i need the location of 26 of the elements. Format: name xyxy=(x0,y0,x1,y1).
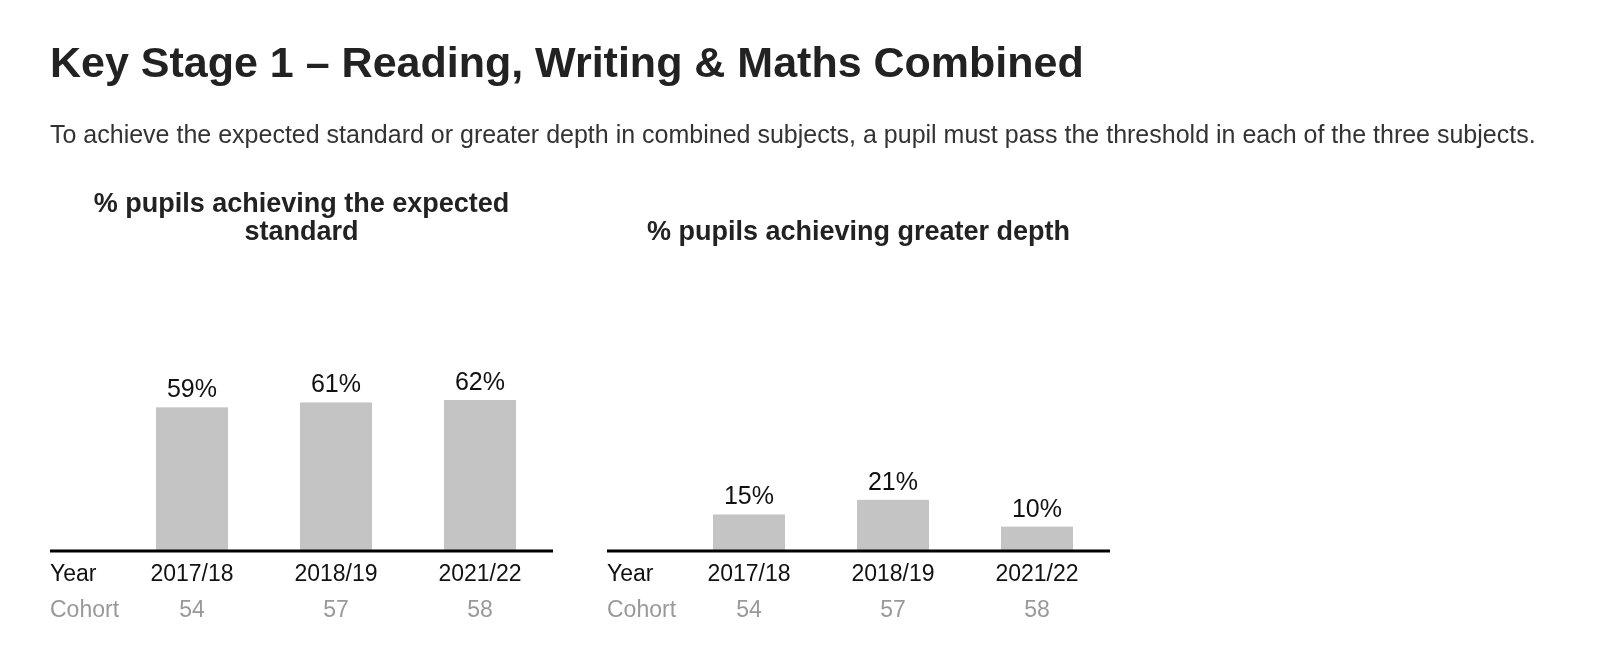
x-axis-title: Year xyxy=(50,560,97,586)
data-label: 21% xyxy=(867,466,919,495)
x-tick-label: 2021/22 xyxy=(438,560,522,586)
data-label: 61% xyxy=(310,369,362,398)
x-tick-label: 2018/19 xyxy=(851,560,935,586)
x-axis-title: Year xyxy=(607,560,654,586)
text: 58 xyxy=(1024,596,1050,622)
text: 58 xyxy=(467,596,493,622)
x-tick-label: 2018/19 xyxy=(294,560,378,586)
text: Cohort xyxy=(50,596,120,622)
chart-title: % pupils achieving greater depth xyxy=(646,216,1071,246)
x-tick-label: 2021/22 xyxy=(995,560,1079,586)
data-label: 10% xyxy=(1011,493,1063,522)
chart-title: % pupils achieving the expected standard xyxy=(93,188,510,246)
text: 57 xyxy=(880,596,906,622)
text: 54 xyxy=(736,596,762,622)
x-tick-label: 2017/18 xyxy=(150,560,234,586)
text: 57 xyxy=(323,596,349,622)
text: To achieve the expected standard or greater depth in combined subjects, a pupil must pass the threshold in each of the three subjects. xyxy=(50,120,1536,148)
data-label: 15% xyxy=(723,481,775,510)
data-label: 62% xyxy=(454,367,506,395)
text: Key Stage 1 – Reading, Writing & Maths Combined xyxy=(50,38,1084,86)
data-label: 59% xyxy=(166,374,218,403)
text: 54 xyxy=(179,596,205,622)
x-tick-label: 2017/18 xyxy=(707,560,791,586)
text: Cohort xyxy=(607,596,677,622)
